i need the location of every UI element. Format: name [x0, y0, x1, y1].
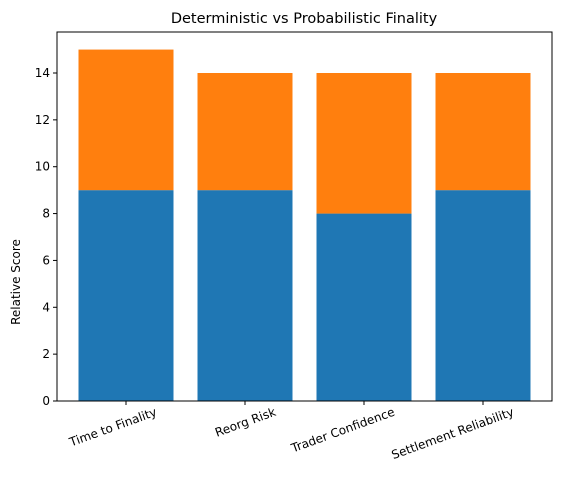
bar-series2-2 — [197, 73, 293, 191]
y-tick-label: 2 — [42, 347, 50, 361]
y-tick-label: 0 — [42, 394, 50, 408]
x-tick-label: Time to Finality — [67, 405, 159, 450]
plot-frame — [56, 31, 553, 402]
y-axis: 0 2 4 6 8 10 12 14 — [35, 66, 57, 408]
bar-series2-1 — [78, 49, 174, 191]
bar-series1-2 — [197, 190, 293, 401]
x-axis: Time to Finality Reorg Risk Trader Confide… — [67, 401, 516, 462]
bar-series1-1 — [78, 190, 174, 401]
y-tick-label: 12 — [35, 113, 50, 127]
bars-group — [78, 49, 531, 401]
y-tick-label: 4 — [42, 300, 50, 314]
x-tick-label: Reorg Risk — [213, 405, 278, 440]
bar-series1-3 — [316, 213, 412, 401]
y-axis-label: Relative Score — [9, 239, 23, 325]
y-tick-label: 14 — [35, 66, 50, 80]
chart-title: Deterministic vs Probabilistic Finality — [171, 11, 438, 27]
y-tick-label: 6 — [42, 253, 50, 267]
bar-series2-4 — [435, 73, 531, 191]
bar-series1-4 — [435, 190, 531, 401]
x-tick-label: Trader Confidence — [288, 405, 396, 456]
y-tick-label: 8 — [42, 207, 50, 221]
x-tick-label: Settlement Reliability — [390, 405, 516, 462]
y-tick-label: 10 — [35, 160, 50, 174]
bar-series2-3 — [316, 73, 412, 214]
